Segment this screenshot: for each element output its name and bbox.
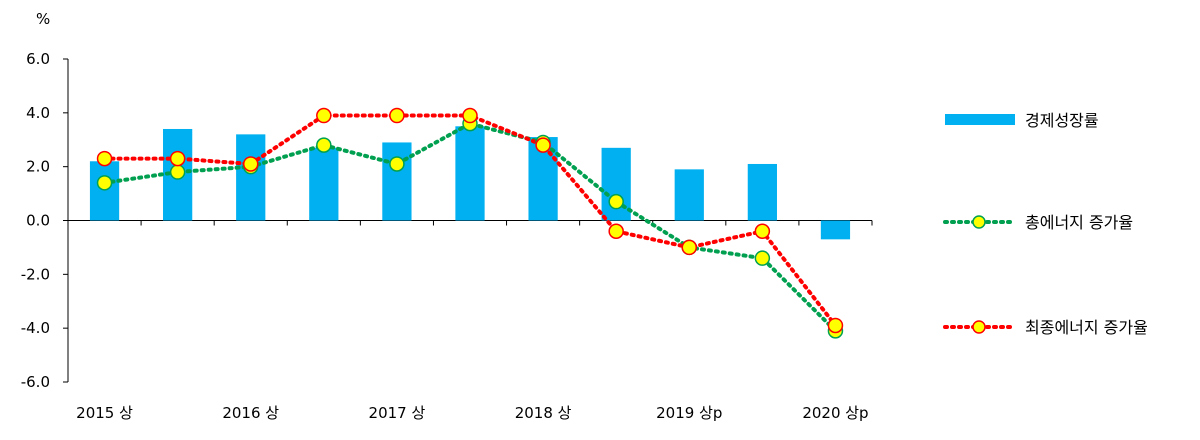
y-tick-label: -2.0 bbox=[21, 265, 50, 283]
data-point bbox=[608, 193, 624, 210]
data-point bbox=[389, 107, 405, 124]
bar bbox=[309, 147, 339, 221]
data-point bbox=[96, 175, 113, 191]
bar-series bbox=[89, 126, 851, 240]
line-series bbox=[96, 107, 844, 339]
data-point bbox=[827, 317, 844, 334]
x-tick-label: 2020 상p bbox=[802, 404, 868, 422]
y-axis-ticks: 6.0 4.0 2.0 0.0 -2.0 -4.0 -6.0 bbox=[21, 50, 50, 391]
y-unit-label: % bbox=[36, 10, 50, 28]
y-tick-label: 2.0 bbox=[26, 158, 50, 176]
x-tick-label: 2017 상 bbox=[369, 404, 426, 422]
legend-item-final-energy: 최종에너지 증가율 bbox=[943, 318, 1148, 337]
y-tick-label: 4.0 bbox=[26, 104, 50, 122]
y-tick-label: 6.0 bbox=[26, 50, 50, 68]
bar bbox=[89, 161, 120, 221]
legend-marker-total-energy bbox=[972, 215, 986, 229]
data-point bbox=[535, 137, 551, 153]
data-point bbox=[316, 107, 332, 124]
bar bbox=[382, 142, 412, 221]
data-point bbox=[242, 156, 259, 172]
data-point bbox=[608, 223, 624, 240]
x-tick-label: 2015 상 bbox=[76, 404, 133, 422]
x-axis-ticks: 2015 상 2016 상 2017 상 2018 상 2019 상p 2020 상p bbox=[76, 404, 868, 422]
data-point bbox=[316, 137, 332, 153]
legend-marker-final-energy bbox=[972, 320, 986, 334]
data-point bbox=[96, 150, 113, 167]
data-point bbox=[389, 156, 405, 172]
bar bbox=[455, 126, 485, 221]
bar bbox=[601, 147, 631, 221]
x-tick-label: 2019 상p bbox=[656, 404, 722, 422]
legend-item-total-energy: 총에너지 증가율 bbox=[943, 213, 1133, 232]
data-point bbox=[462, 107, 478, 124]
data-point bbox=[169, 150, 186, 167]
data-point bbox=[169, 164, 186, 180]
bar bbox=[747, 163, 777, 221]
legend-label-bar: 경제성장률 bbox=[1025, 111, 1099, 130]
legend-swatch-bar bbox=[945, 114, 1015, 125]
y-tick-label: 0.0 bbox=[26, 212, 50, 230]
series-line bbox=[102, 121, 838, 333]
data-point bbox=[754, 223, 771, 240]
y-tick-label: -4.0 bbox=[21, 319, 50, 337]
y-tick-label: -6.0 bbox=[21, 373, 50, 391]
bar bbox=[820, 220, 851, 240]
data-point bbox=[754, 250, 771, 266]
data-point bbox=[681, 239, 698, 256]
x-tick-label: 2018 상 bbox=[515, 404, 572, 422]
legend-item-bar: 경제성장률 bbox=[945, 111, 1099, 130]
legend: 경제성장률 총에너지 증가율 최종에너지 증가율 bbox=[943, 111, 1148, 337]
legend-label-total-energy: 총에너지 증가율 bbox=[1025, 213, 1133, 232]
legend-label-final-energy: 최종에너지 증가율 bbox=[1025, 318, 1148, 337]
x-tick-label: 2016 상 bbox=[222, 404, 279, 422]
bar bbox=[674, 169, 704, 221]
bar bbox=[236, 134, 266, 221]
